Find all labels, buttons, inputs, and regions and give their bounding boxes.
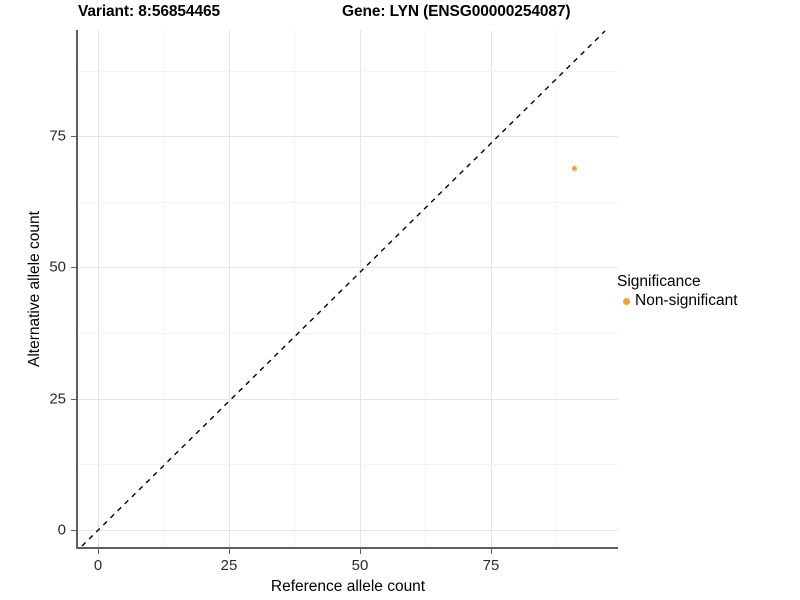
y-axis-title: Alternative allele count: [26, 211, 43, 367]
y-tick-mark: [71, 267, 76, 268]
y-tick-mark: [71, 399, 76, 400]
x-tick-mark: [491, 549, 492, 554]
y-tick-label: 50: [49, 258, 66, 276]
legend: Significance Non-significant: [617, 273, 797, 310]
gridline-major-horizontal: [78, 136, 618, 137]
x-axis-line: [77, 547, 618, 549]
gridline-minor-horizontal: [78, 71, 618, 72]
x-tick-label: 75: [482, 557, 500, 574]
plot-panel: [78, 30, 618, 548]
gridline-major-vertical: [98, 30, 99, 548]
data-point-non-significant[interactable]: [572, 166, 577, 171]
x-tick-mark: [98, 549, 99, 554]
y-tick-mark: [71, 530, 76, 531]
gridline-minor-vertical: [556, 30, 557, 548]
legend-key: [617, 297, 635, 305]
gridline-minor-vertical: [163, 30, 164, 548]
gridline-minor-vertical: [425, 30, 426, 548]
gridline-minor-horizontal: [78, 464, 618, 465]
gridline-major-vertical: [360, 30, 361, 548]
gridline-major-horizontal: [78, 530, 618, 531]
x-tick-label: 25: [220, 557, 238, 574]
circle-marker-icon: [622, 297, 630, 305]
gridline-major-horizontal: [78, 267, 618, 268]
gridline-minor-horizontal: [78, 333, 618, 334]
gridline-minor-horizontal: [78, 202, 618, 203]
x-tick-mark: [229, 549, 230, 554]
gene-title: Gene: LYN (ENSG00000254087): [342, 3, 571, 20]
x-tick-label: 50: [351, 557, 369, 574]
y-axis-line: [76, 30, 78, 549]
legend-entry-non-significant[interactable]: Non-significant: [617, 292, 797, 310]
variant-title: Variant: 8:56854465: [78, 3, 221, 20]
gridline-major-horizontal: [78, 399, 618, 400]
y-tick-label: 75: [49, 127, 66, 145]
gridline-major-vertical: [491, 30, 492, 548]
identity-reference-line: [81, 30, 606, 547]
plot-title-row: Variant: 8:56854465 Gene: LYN (ENSG00000…: [0, 3, 640, 25]
y-tick-label: 0: [57, 521, 66, 539]
gridline-minor-vertical: [294, 30, 295, 548]
gridline-major-vertical: [229, 30, 230, 548]
y-tick-mark: [71, 136, 76, 137]
x-axis-title: Reference allele count: [270, 578, 426, 595]
y-tick-label: 25: [49, 390, 66, 408]
x-tick-label: 0: [93, 557, 103, 574]
legend-title: Significance: [617, 273, 701, 290]
x-tick-mark: [360, 549, 361, 554]
legend-entry-label: Non-significant: [635, 292, 738, 309]
